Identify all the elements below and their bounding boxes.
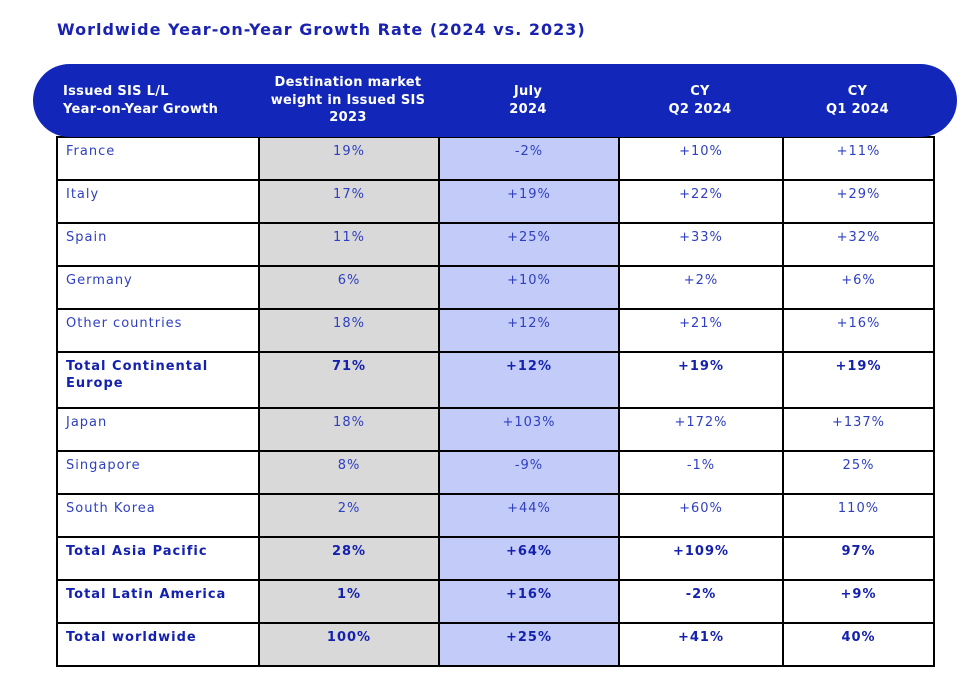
weight-cell: 1% (258, 579, 440, 624)
july-cell: +12% (438, 308, 620, 353)
q2-cell: +2% (618, 265, 784, 310)
weight-cell: 100% (258, 622, 440, 667)
q1-cell: +16% (782, 308, 935, 353)
country-cell: France (56, 136, 260, 181)
q1-cell: 25% (782, 450, 935, 495)
country-cell: Total Continental Europe (56, 351, 260, 409)
table-row: France 19% -2% +10% +11% (56, 136, 935, 181)
july-cell: +12% (438, 351, 620, 409)
q1-cell: +9% (782, 579, 935, 624)
q2-cell: +10% (618, 136, 784, 181)
weight-cell: 28% (258, 536, 440, 581)
q1-cell: +32% (782, 222, 935, 267)
weight-cell: 18% (258, 308, 440, 353)
table-header-pill: Issued SIS L/L Year-on-Year Growth Desti… (33, 64, 957, 137)
column-header-cy-q1-2024: CY Q1 2024 (826, 83, 889, 117)
growth-rate-table: France 19% -2% +10% +11% Italy 17% +19% +22% +29%… (56, 136, 935, 667)
july-cell: +19% (438, 179, 620, 224)
weight-cell: 17% (258, 179, 440, 224)
table-row: Total worldwide 100% +25% +41% 40% (56, 622, 935, 667)
q2-cell: -2% (618, 579, 784, 624)
table-row: South Korea 2% +44% +60% 110% (56, 493, 935, 538)
q2-cell: +22% (618, 179, 784, 224)
q2-cell: +19% (618, 351, 784, 409)
q2-cell: +33% (618, 222, 784, 267)
q1-cell: +11% (782, 136, 935, 181)
weight-cell: 71% (258, 351, 440, 409)
country-cell: Japan (56, 407, 260, 452)
weight-cell: 11% (258, 222, 440, 267)
country-cell: Germany (56, 265, 260, 310)
country-cell: Total worldwide (56, 622, 260, 667)
weight-cell: 8% (258, 450, 440, 495)
q1-cell: 40% (782, 622, 935, 667)
july-cell: -9% (438, 450, 620, 495)
q2-cell: +172% (618, 407, 784, 452)
table-row: Japan 18% +103% +172% +137% (56, 407, 935, 452)
q1-cell: 97% (782, 536, 935, 581)
july-cell: +44% (438, 493, 620, 538)
july-cell: +16% (438, 579, 620, 624)
country-cell: Spain (56, 222, 260, 267)
weight-cell: 18% (258, 407, 440, 452)
july-cell: +103% (438, 407, 620, 452)
table-row: Singapore 8% -9% -1% 25% (56, 450, 935, 495)
q2-cell: +109% (618, 536, 784, 581)
q2-cell: +60% (618, 493, 784, 538)
country-cell: Total Asia Pacific (56, 536, 260, 581)
table-row: Other countries 18% +12% +21% +16% (56, 308, 935, 353)
q1-cell: 110% (782, 493, 935, 538)
table-row: Total Asia Pacific 28% +64% +109% 97% (56, 536, 935, 581)
july-cell: +25% (438, 222, 620, 267)
weight-cell: 2% (258, 493, 440, 538)
column-header-issued-sis: Issued SIS L/L Year-on-Year Growth (63, 83, 219, 117)
column-header-cy-q2-2024: CY Q2 2024 (668, 83, 732, 117)
q1-cell: +137% (782, 407, 935, 452)
q1-cell: +19% (782, 351, 935, 409)
q2-cell: +21% (618, 308, 784, 353)
july-cell: +25% (438, 622, 620, 667)
table-row: Italy 17% +19% +22% +29% (56, 179, 935, 224)
weight-cell: 6% (258, 265, 440, 310)
q2-cell: -1% (618, 450, 784, 495)
july-cell: +10% (438, 265, 620, 310)
july-cell: +64% (438, 536, 620, 581)
column-header-destination-weight: Destination market weight in Issued SIS … (270, 75, 426, 126)
country-cell: Italy (56, 179, 260, 224)
country-cell: South Korea (56, 493, 260, 538)
country-cell: Total Latin America (56, 579, 260, 624)
table-row: Total Latin America 1% +16% -2% +9% (56, 579, 935, 624)
q1-cell: +29% (782, 179, 935, 224)
table-row: Spain 11% +25% +33% +32% (56, 222, 935, 267)
weight-cell: 19% (258, 136, 440, 181)
country-cell: Singapore (56, 450, 260, 495)
q2-cell: +41% (618, 622, 784, 667)
country-cell: Other countries (56, 308, 260, 353)
table-row: Germany 6% +10% +2% +6% (56, 265, 935, 310)
q1-cell: +6% (782, 265, 935, 310)
column-header-july-2024: July 2024 (509, 83, 547, 117)
table-row: Total Continental Europe 71% +12% +19% +19% (56, 351, 935, 409)
page-title: Worldwide Year-on-Year Growth Rate (2024… (57, 20, 586, 39)
july-cell: -2% (438, 136, 620, 181)
